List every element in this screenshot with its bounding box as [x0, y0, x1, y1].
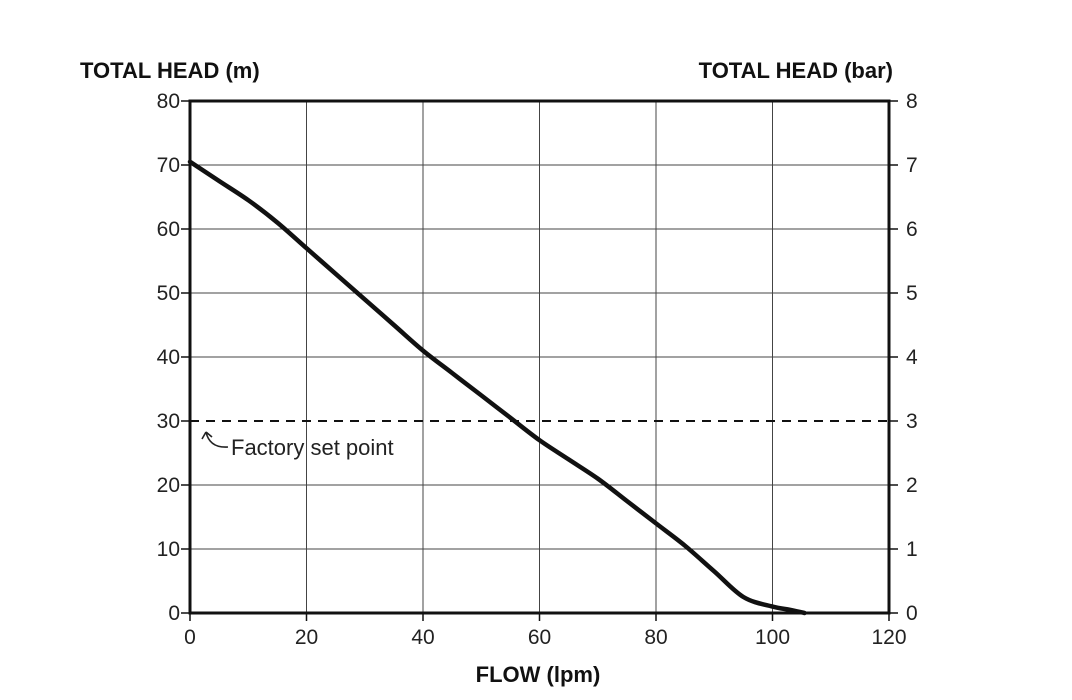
left-tick-label: 30 — [157, 410, 180, 433]
left-tick-label: 40 — [157, 346, 180, 369]
x-axis-title: FLOW (lpm) — [476, 662, 601, 687]
bottom-tick-label: 80 — [644, 626, 667, 649]
bottom-tick-label: 0 — [184, 626, 196, 649]
left-axis-ticks: 0 10 20 30 40 50 60 70 80 — [157, 90, 190, 625]
right-tick-label: 3 — [906, 410, 918, 433]
right-axis-ticks: 0 1 2 3 4 5 6 7 8 — [889, 90, 918, 625]
head-flow-curve — [187, 159, 807, 616]
right-tick-label: 8 — [906, 90, 918, 113]
bottom-tick-label: 40 — [411, 626, 434, 649]
left-tick-label: 0 — [168, 602, 180, 625]
right-tick-label: 0 — [906, 602, 918, 625]
right-axis-title: TOTAL HEAD (bar) — [699, 58, 893, 83]
right-tick-label: 4 — [906, 346, 918, 369]
bottom-tick-label: 60 — [528, 626, 551, 649]
right-tick-label: 5 — [906, 282, 918, 305]
right-tick-label: 2 — [906, 474, 918, 497]
set-point-arrow-icon — [201, 431, 229, 448]
left-tick-label: 20 — [157, 474, 180, 497]
right-tick-label: 1 — [906, 538, 918, 561]
right-tick-label: 7 — [906, 154, 918, 177]
left-tick-label: 50 — [157, 282, 180, 305]
left-tick-label: 60 — [157, 218, 180, 241]
right-tick-label: 6 — [906, 218, 918, 241]
bottom-tick-label: 20 — [295, 626, 318, 649]
left-tick-label: 80 — [157, 90, 180, 113]
grid — [190, 101, 889, 613]
bottom-tick-label: 100 — [755, 626, 790, 649]
factory-set-point-label: Factory set point — [231, 435, 394, 460]
left-tick-label: 10 — [157, 538, 180, 561]
bottom-axis-ticks: 0 20 40 60 80 100 120 — [184, 613, 907, 649]
left-tick-label: 70 — [157, 154, 180, 177]
left-axis-title: TOTAL HEAD (m) — [80, 58, 260, 83]
bottom-tick-label: 120 — [871, 626, 906, 649]
